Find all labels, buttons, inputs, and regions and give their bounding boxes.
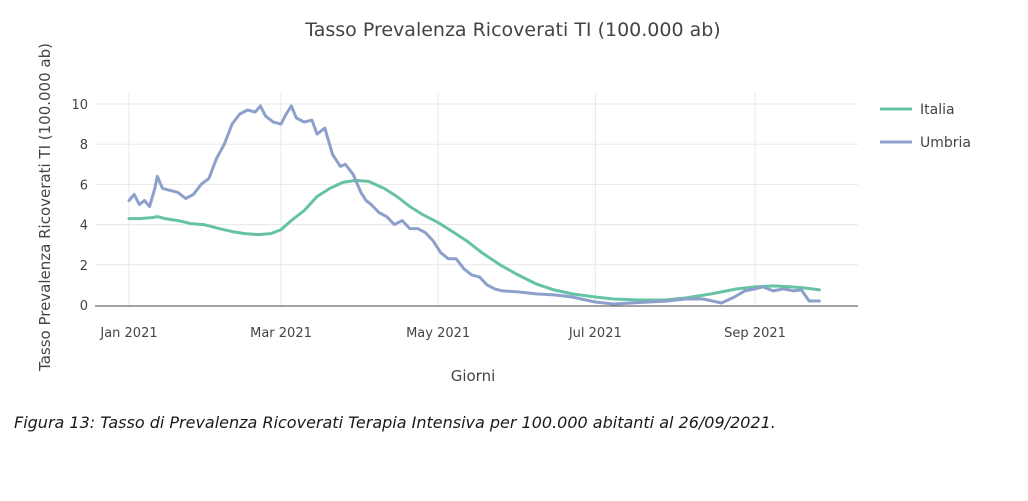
y-tick-label: 0 xyxy=(80,299,88,314)
series-line-italia xyxy=(127,178,821,302)
x-tick-label: May 2021 xyxy=(406,326,470,341)
y-tick-label: 4 xyxy=(80,219,88,234)
y-tick-label: 6 xyxy=(80,178,88,193)
x-tick-label: Sep 2021 xyxy=(724,326,786,341)
x-tick-label: Jan 2021 xyxy=(99,326,157,341)
legend-label-italia[interactable]: Italia xyxy=(920,102,955,118)
chart-title: Tasso Prevalenza Ricoverati TI (100.000 … xyxy=(304,19,720,41)
y-tick-label: 8 xyxy=(80,138,88,153)
x-axis-title: Giorni xyxy=(451,367,496,385)
series-line-umbria xyxy=(127,104,821,306)
x-tick-label: Jul 2021 xyxy=(568,326,622,341)
x-tick-label: Mar 2021 xyxy=(250,326,312,341)
y-tick-label: 2 xyxy=(80,259,88,274)
figure-caption: Figura 13: Tasso di Prevalenza Ricoverat… xyxy=(14,413,776,432)
y-tick-label: 10 xyxy=(71,98,88,113)
y-axis-title: Tasso Prevalenza Ricoverati TI (100.000 … xyxy=(36,43,54,372)
series-lines xyxy=(127,104,821,306)
chart: 0 2 4 6 8 10 Jan 2021 Mar 2021 May 2021 Jul 2021 S… xyxy=(36,19,971,385)
legend[interactable]: Italia Umbria xyxy=(880,102,971,151)
gridlines xyxy=(95,93,858,306)
legend-label-umbria[interactable]: Umbria xyxy=(920,135,971,151)
tick-labels: 0 2 4 6 8 10 Jan 2021 Mar 2021 May 2021 Jul 2021 S… xyxy=(71,98,785,341)
